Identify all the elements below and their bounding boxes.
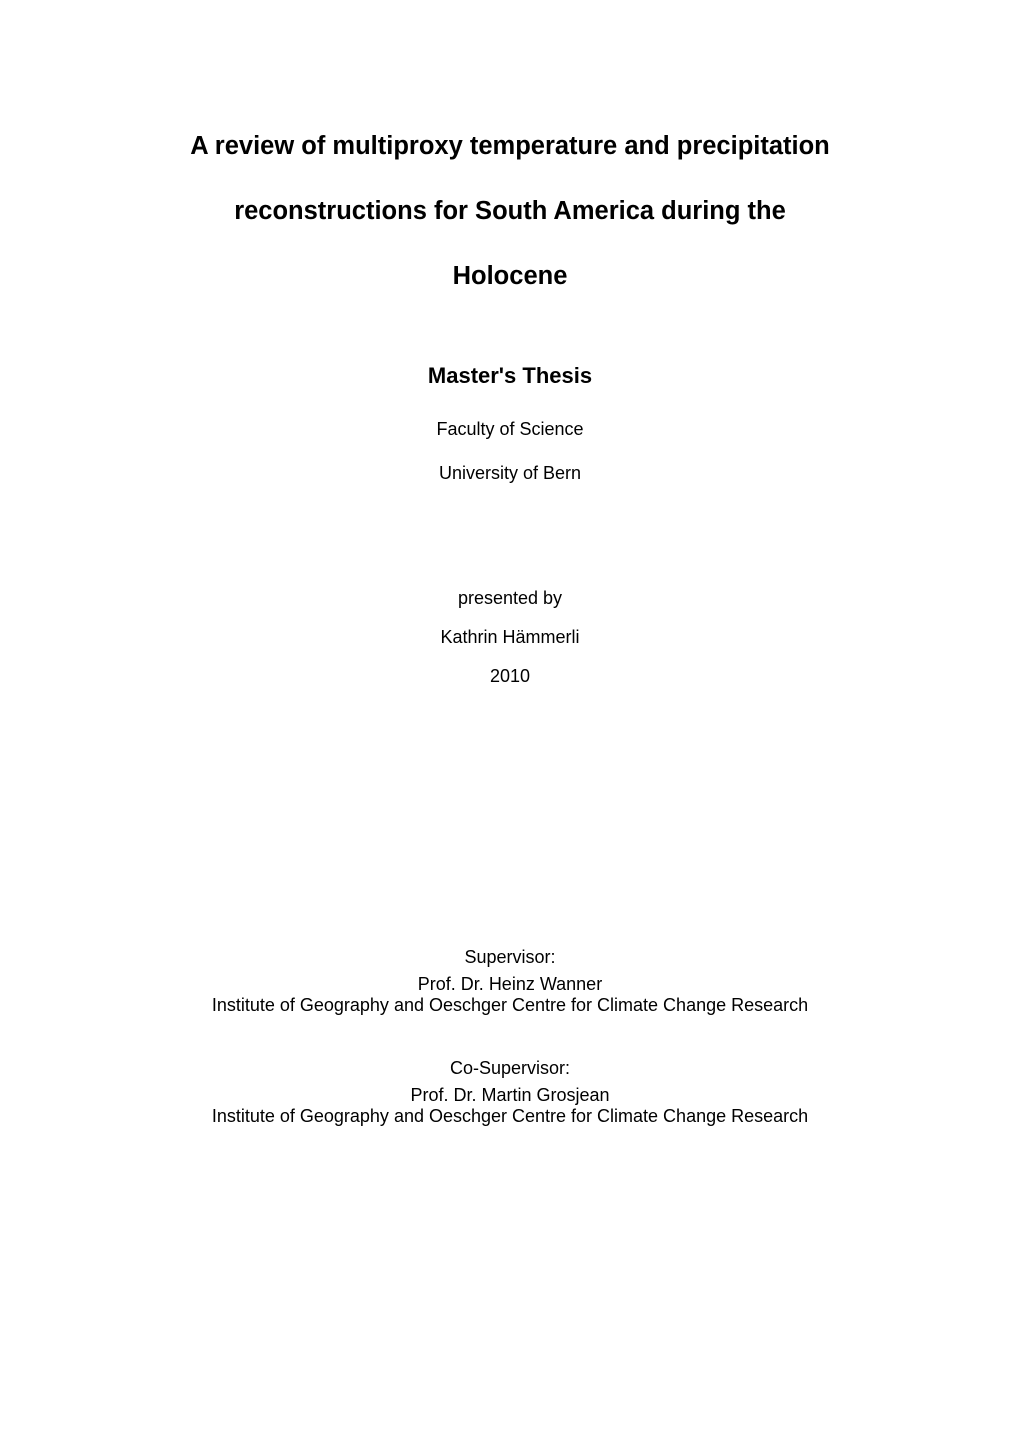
- title-line-2: reconstructions for South America during…: [118, 195, 902, 228]
- year: 2010: [118, 666, 902, 687]
- university-name: University of Bern: [118, 461, 902, 486]
- subtitle-block: Master's Thesis: [118, 363, 902, 389]
- supervisor-role-label: Supervisor:: [118, 947, 902, 968]
- supervision-block: Supervisor: Prof. Dr. Heinz Wanner Insti…: [118, 947, 902, 1127]
- title-line-1: A review of multiproxy temperature and p…: [118, 130, 902, 163]
- author-block: presented by Kathrin Hämmerli 2010: [118, 588, 902, 687]
- supervisor-affiliation: Institute of Geography and Oeschger Cent…: [118, 995, 902, 1016]
- author-name: Kathrin Hämmerli: [118, 627, 902, 648]
- thesis-title-block: A review of multiproxy temperature and p…: [118, 130, 902, 293]
- cosupervisor-role-label: Co-Supervisor:: [118, 1058, 902, 1079]
- supervisor-name: Prof. Dr. Heinz Wanner: [118, 974, 902, 995]
- cosupervisor-group: Co-Supervisor: Prof. Dr. Martin Grosjean…: [118, 1058, 902, 1127]
- presented-by-label: presented by: [118, 588, 902, 609]
- institution-block: Faculty of Science University of Bern: [118, 417, 902, 485]
- supervisor-group: Supervisor: Prof. Dr. Heinz Wanner Insti…: [118, 947, 902, 1016]
- document-type: Master's Thesis: [118, 363, 902, 389]
- title-line-3: Holocene: [118, 260, 902, 293]
- faculty-name: Faculty of Science: [118, 417, 902, 442]
- cosupervisor-name: Prof. Dr. Martin Grosjean: [118, 1085, 902, 1106]
- cosupervisor-affiliation: Institute of Geography and Oeschger Cent…: [118, 1106, 902, 1127]
